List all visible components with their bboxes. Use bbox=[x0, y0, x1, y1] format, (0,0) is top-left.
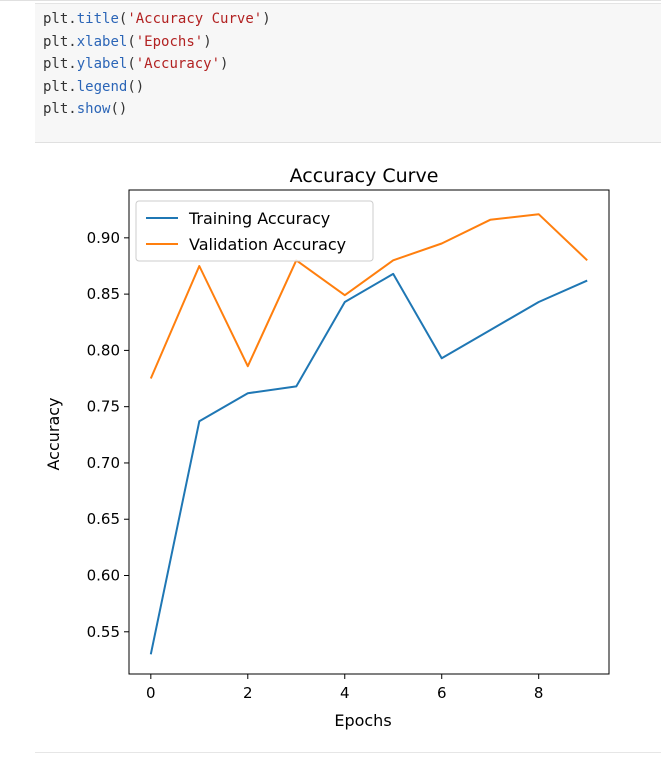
code-function: title bbox=[76, 11, 119, 27]
code-dot: . bbox=[68, 11, 77, 27]
code-paren-close: ) bbox=[118, 101, 128, 117]
chart-title: Accuracy Curve bbox=[290, 165, 439, 187]
y-tick-label: 0.80 bbox=[87, 341, 120, 359]
y-tick-label: 0.75 bbox=[87, 398, 120, 416]
x-axis-ticks: 0 2 4 6 8 bbox=[146, 674, 543, 702]
cell-output: Accuracy Curve 0 2 4 6 8 0.55 0.60 0.65 0.70 0.7… bbox=[35, 146, 661, 758]
code-object: plt bbox=[43, 56, 69, 72]
series-line-2 bbox=[149, 213, 588, 379]
y-tick-label: 0.60 bbox=[87, 567, 120, 585]
y-tick-label: 0.65 bbox=[87, 510, 120, 528]
legend-label: Training Accuracy bbox=[188, 209, 330, 228]
series-line-1 bbox=[149, 272, 588, 655]
output-divider bbox=[35, 752, 661, 753]
code-paren-close: ) bbox=[220, 56, 229, 72]
code-paren-open: ( bbox=[127, 78, 136, 95]
x-tick-label: 2 bbox=[243, 684, 253, 702]
code-function: ylabel bbox=[76, 56, 128, 72]
code-object: plt bbox=[43, 11, 69, 27]
code-string: 'Accuracy Curve' bbox=[127, 11, 263, 27]
code-line: plt.show() bbox=[43, 98, 271, 121]
code-line: plt.title('Accuracy Curve') bbox=[43, 8, 271, 31]
code-function: xlabel bbox=[76, 33, 128, 50]
series-layer bbox=[149, 213, 588, 655]
code-paren-close: ) bbox=[135, 78, 145, 95]
code-paren-close: ) bbox=[203, 33, 212, 50]
code-editor[interactable]: plt.title('Accuracy Curve') plt.xlabel('E… bbox=[43, 8, 271, 121]
y-tick-label: 0.90 bbox=[87, 229, 120, 247]
code-cell[interactable]: plt.title('Accuracy Curve') plt.xlabel('E… bbox=[35, 3, 661, 143]
plot-frame bbox=[128, 189, 610, 675]
legend-box bbox=[135, 200, 374, 262]
code-paren-open: ( bbox=[118, 11, 128, 27]
code-line: plt.xlabel('Epochs') bbox=[43, 31, 271, 54]
code-line: plt.legend() bbox=[43, 76, 271, 99]
y-tick-label: 0.70 bbox=[87, 454, 120, 472]
code-dot: . bbox=[68, 101, 77, 117]
code-line: plt.ylabel('Accuracy') bbox=[43, 53, 271, 76]
x-tick-label: 6 bbox=[437, 684, 447, 702]
plot-border bbox=[128, 189, 610, 675]
code-paren-close: ) bbox=[262, 11, 271, 27]
code-dot: . bbox=[68, 33, 77, 50]
code-object: plt bbox=[43, 101, 69, 117]
x-axis-label: Epochs bbox=[334, 711, 391, 730]
legend-label: Validation Accuracy bbox=[189, 235, 346, 254]
code-paren-open: ( bbox=[127, 56, 136, 72]
code-function: show bbox=[76, 101, 111, 117]
code-string: 'Accuracy' bbox=[135, 56, 221, 72]
code-string: 'Epochs' bbox=[135, 33, 204, 50]
y-tick-label: 0.85 bbox=[87, 285, 120, 303]
y-tick-label: 0.55 bbox=[87, 623, 120, 641]
code-object: plt bbox=[43, 78, 69, 95]
code-dot: . bbox=[68, 78, 77, 95]
code-paren-open: ( bbox=[110, 101, 119, 117]
code-paren-open: ( bbox=[127, 33, 136, 50]
code-object: plt bbox=[43, 33, 69, 50]
code-dot: . bbox=[68, 56, 77, 72]
x-tick-label: 4 bbox=[340, 684, 350, 702]
x-tick-label: 0 bbox=[146, 684, 156, 702]
top-divider bbox=[0, 0, 661, 1]
y-axis-label: Accuracy bbox=[44, 397, 63, 470]
accuracy-chart: Accuracy Curve 0 2 4 6 8 0.55 0.60 0.65 0.70 0.7… bbox=[44, 165, 610, 730]
legend: Training Accuracy Validation Accuracy bbox=[135, 200, 374, 262]
y-axis-ticks: 0.55 0.60 0.65 0.70 0.75 0.80 0.85 0.90 bbox=[87, 229, 129, 641]
code-function: legend bbox=[76, 78, 128, 95]
x-tick-label: 8 bbox=[534, 684, 544, 702]
